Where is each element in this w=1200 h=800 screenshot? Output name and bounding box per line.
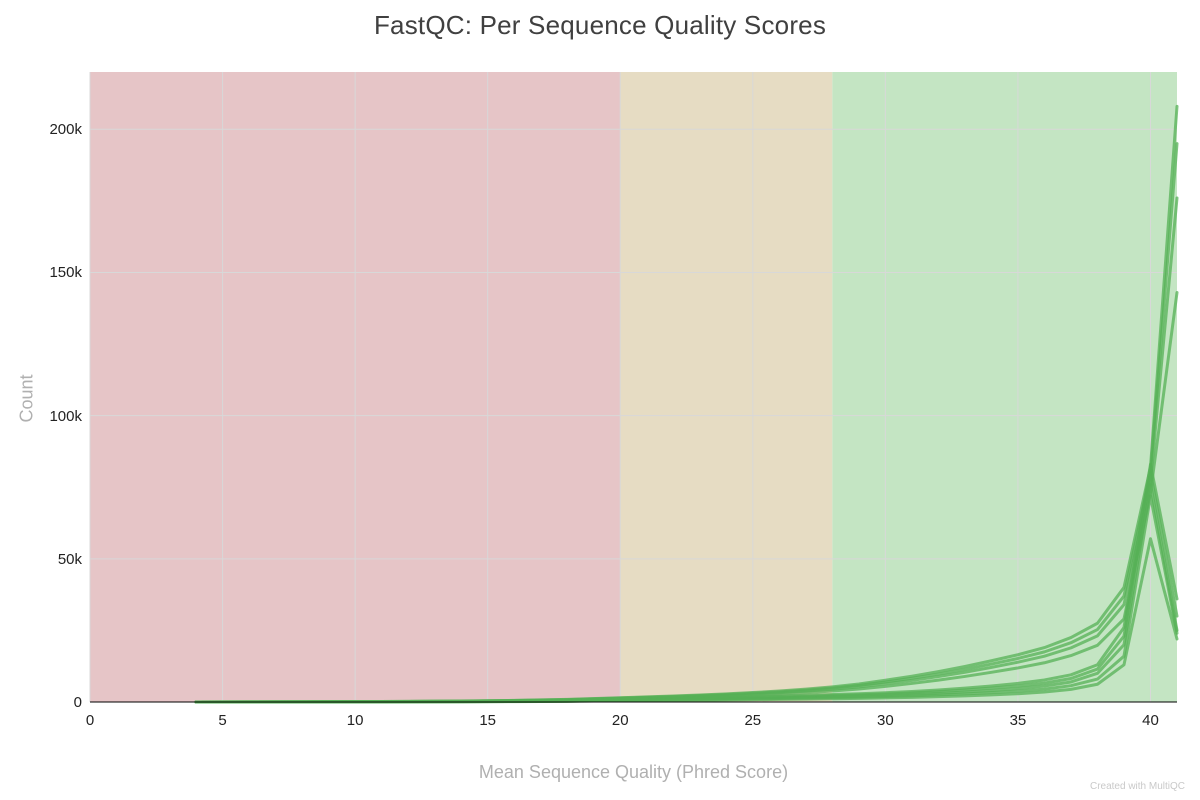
x-tick-label: 10 — [346, 712, 364, 729]
x-tick-label: 15 — [479, 712, 497, 729]
y-tick-label: 50k — [57, 550, 82, 568]
x-tick-label: 5 — [218, 712, 227, 729]
x-tick-label: 0 — [85, 712, 95, 729]
x-tick-label: 20 — [611, 712, 629, 729]
chart-title: FastQC: Per Sequence Quality Scores — [373, 10, 827, 40]
watermark: Created with MultiQC — [1089, 781, 1185, 792]
x-tick-label: 25 — [744, 712, 762, 729]
y-tick-label: 150k — [49, 264, 82, 282]
y-tick-label: 100k — [49, 407, 82, 425]
x-tick-label: 35 — [1009, 712, 1027, 729]
y-tick-label: 0 — [73, 694, 82, 711]
y-tick-label: 200k — [49, 121, 82, 139]
band-pass-zone — [832, 72, 1177, 702]
band-warn-zone — [620, 72, 833, 702]
x-tick-label: 40 — [1142, 712, 1159, 729]
x-tick-label: 30 — [877, 712, 894, 729]
x-axis-title: Mean Sequence Quality (Phred Score) — [478, 762, 789, 782]
